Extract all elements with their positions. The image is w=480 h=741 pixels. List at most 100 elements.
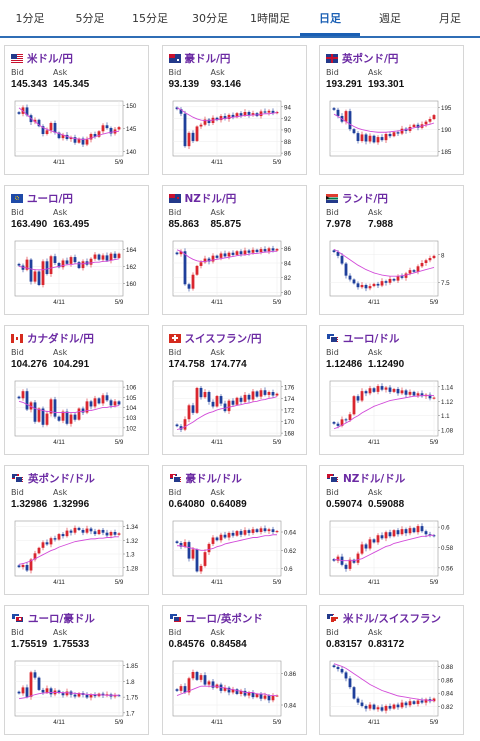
tab-daily[interactable]: 日足 [300, 0, 360, 36]
candle-body [73, 527, 77, 533]
currency-pair-name[interactable]: ユーロ/英ポンド [185, 612, 263, 625]
tab-weekly[interactable]: 週足 [379, 12, 401, 25]
price-chart[interactable]: 1.85 1.8 1.75 1.7 4/11 5/9 [11, 658, 145, 728]
candle-body [203, 675, 206, 685]
price-chart[interactable]: 8 7.5 4/11 5/9 [326, 238, 460, 308]
candle-body [275, 112, 278, 114]
candle-body [380, 535, 384, 539]
currency-pair-name[interactable]: 豪ドル/ドル [185, 472, 242, 485]
candle-body [255, 529, 258, 532]
tab-1min[interactable]: 1分足 [15, 12, 45, 25]
candle-body [49, 538, 53, 545]
currency-pair-name[interactable]: ユーロ/ドル [343, 332, 400, 345]
price-chart[interactable]: 1.14 1.12 1.1 1.08 4/11 5/9 [326, 378, 460, 448]
rate-card[interactable]: 英ポンド/ドル Bid Ask 1.32986 1.32996 1.34 1.32 1.3 1.… [4, 465, 149, 595]
price-chart[interactable]: 150 145 140 4/11 5/9 [11, 98, 145, 168]
rate-card[interactable]: カナダドル/円 Bid Ask 104.276 104.291 106 105 104 103 1… [4, 325, 149, 455]
candle-body [65, 134, 69, 140]
rate-card[interactable]: ユーロ/英ポンド Bid Ask 0.84576 0.84584 0.86 0.84 4/11… [161, 605, 307, 735]
bid-value: 104.276 [11, 359, 48, 370]
au-us-flag-icon [168, 473, 182, 483]
currency-pair-name[interactable]: 米ドル/円 [27, 52, 73, 65]
y-tick-label: 1.32 [126, 538, 139, 545]
price-chart[interactable]: 1.34 1.32 1.3 1.28 4/11 5/9 [11, 518, 145, 588]
currency-pair-name[interactable]: NZドル/ドル [343, 472, 406, 485]
ask-value: 1.75533 [53, 639, 90, 650]
rate-card[interactable]: ユーロ/豪ドル Bid Ask 1.75519 1.75533 1.85 1.8 1.75 1.… [4, 605, 149, 735]
currency-pair-name[interactable]: ユーロ/豪ドル [28, 612, 95, 625]
price-chart[interactable]: 176 174 172 170 168 4/11 5/9 [169, 378, 303, 448]
tab-monthly[interactable]: 月足 [439, 12, 461, 25]
currency-pair-name[interactable]: カナダドル/円 [27, 332, 94, 345]
bid-label: Bid [11, 208, 24, 217]
candle-body [25, 107, 29, 116]
candle-body [416, 700, 420, 704]
ask-label: Ask [53, 488, 68, 497]
ask-label: Ask [53, 628, 68, 637]
currency-pair-name[interactable]: ランド/円 [342, 192, 388, 205]
rate-card[interactable]: ユーロ/円 Bid Ask 163.490 163.495 164 162 160 4/11 5/… [4, 185, 149, 315]
currency-pair-name[interactable]: スイスフラン/円 [184, 332, 262, 345]
y-tick-label: 90 [284, 127, 291, 134]
y-tick-label: 86 [284, 151, 291, 158]
y-tick-label: 1.1 [441, 413, 450, 420]
candle-body [113, 253, 117, 258]
ask-value: 93.146 [210, 79, 242, 90]
candle-body [195, 126, 198, 141]
tab-5min[interactable]: 5分足 [75, 12, 105, 25]
bid-value: 0.83157 [326, 639, 363, 650]
currency-pair-name[interactable]: 英ポンド/円 [342, 52, 399, 65]
currency-pair-name[interactable]: ユーロ/円 [27, 192, 73, 205]
tab-15min[interactable]: 15分足 [132, 12, 168, 25]
price-chart[interactable]: 106 105 104 103 102 4/11 5/9 [11, 378, 145, 448]
rate-card[interactable]: NZドル/ドル Bid Ask 0.59074 0.59088 0.6 0.58 0.56 4/… [319, 465, 464, 595]
candle-body [424, 121, 428, 125]
tab-30min[interactable]: 30分足 [192, 12, 228, 25]
rate-card[interactable]: 英ポンド/円 Bid Ask 193.291 193.301 195 190 185 [319, 45, 464, 175]
currency-pair-name[interactable]: NZドル/円 [184, 192, 237, 205]
candle-body [53, 399, 57, 417]
candle-body [416, 526, 420, 533]
plot-frame [172, 240, 281, 297]
rate-card[interactable]: 豪ドル/ドル Bid Ask 0.64080 0.64089 0.64 0.62 0.6 4/1… [161, 465, 307, 595]
rate-card[interactable]: スイスフラン/円 Bid Ask 174.758 174.774 176 174 172 170… [161, 325, 307, 455]
price-chart[interactable]: 0.88 0.86 0.84 0.82 4/11 5/9 [326, 658, 460, 728]
candle-body [73, 694, 77, 697]
price-chart[interactable]: 0.6 0.58 0.56 4/11 5/9 [326, 518, 460, 588]
rate-card[interactable]: 米ドル/円 Bid Ask 145.343 145.345 150 145 140 4/11 5/… [4, 45, 149, 175]
price-chart[interactable]: 164 162 160 4/11 5/9 [11, 238, 145, 308]
candle-body [336, 667, 340, 670]
y-tick-label: 170 [284, 419, 295, 426]
ask-value: 145.345 [53, 79, 90, 90]
rate-card[interactable]: ランド/円 Bid Ask 7.978 7.988 8 7.5 4/11 5/9 [319, 185, 464, 315]
price-chart[interactable]: 94 92 90 88 86 4/11 5/9 [169, 98, 303, 168]
ask-label: Ask [368, 68, 383, 77]
price-chart-svg: 94 92 90 88 86 4/11 5/9 [172, 100, 291, 166]
bid-value: 0.84576 [168, 639, 205, 650]
price-chart-svg: 0.86 0.84 4/11 5/9 [172, 660, 296, 726]
x-tick-label: 4/11 [53, 439, 65, 446]
bid-label: Bid [11, 488, 24, 497]
rate-card[interactable]: ユーロ/ドル Bid Ask 1.12486 1.12490 1.14 1.12 1.1 1.0… [319, 325, 464, 455]
currency-pair-name[interactable]: 英ポンド/ドル [28, 472, 95, 485]
candle-body [408, 391, 412, 395]
candle-body [203, 552, 206, 566]
candle-body [203, 392, 206, 398]
candle-body [73, 257, 77, 263]
eu-flag-icon [11, 193, 23, 203]
tab-1hour[interactable]: 1時間足 [250, 12, 290, 25]
y-tick-label: 1.08 [441, 428, 454, 435]
candle-body [412, 270, 416, 272]
rate-card[interactable]: NZドル/円 Bid Ask 85.863 85.875 86 84 82 80 4/11 5/9 [161, 185, 307, 315]
price-chart[interactable]: 0.86 0.84 4/11 5/9 [169, 658, 303, 728]
price-chart[interactable]: 0.64 0.62 0.6 4/11 5/9 [169, 518, 303, 588]
x-tick-label: 4/11 [53, 159, 65, 166]
y-tick-label: 94 [284, 104, 291, 111]
price-chart[interactable]: 195 190 185 [326, 98, 460, 168]
currency-pair-name[interactable]: 米ドル/スイスフラン [343, 612, 442, 625]
rate-card[interactable]: 米ドル/スイスフラン Bid Ask 0.83157 0.83172 0.88 0.86 0.… [319, 605, 464, 735]
currency-pair-name[interactable]: 豪ドル/円 [184, 52, 231, 65]
price-chart[interactable]: 86 84 82 80 4/11 5/9 [169, 238, 303, 308]
rate-card[interactable]: 豪ドル/円 Bid Ask 93.139 93.146 94 92 90 88 86 4/11 5/9 [161, 45, 307, 175]
price-chart-svg: 1.14 1.12 1.1 1.08 4/11 5/9 [329, 380, 454, 446]
